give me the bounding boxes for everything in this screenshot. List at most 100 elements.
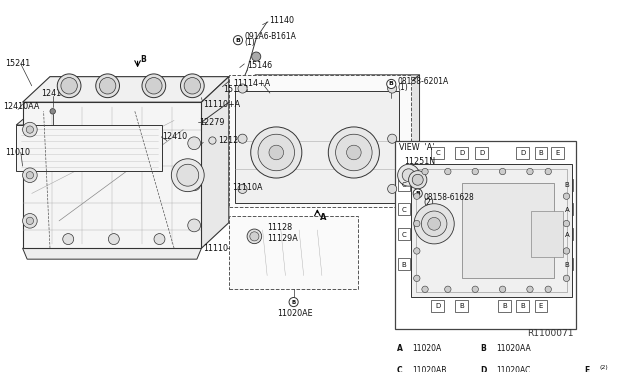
Circle shape: [188, 219, 200, 232]
Circle shape: [99, 78, 116, 94]
Bar: [393, 360, 476, 372]
Circle shape: [50, 109, 56, 114]
Text: 11020AA: 11020AA: [496, 344, 531, 353]
Text: 11020AB: 11020AB: [412, 366, 447, 372]
Text: D: D: [459, 150, 464, 156]
Circle shape: [388, 185, 397, 193]
Text: 091A6-B161A: 091A6-B161A: [244, 32, 296, 41]
Bar: [476, 147, 488, 159]
Text: C: C: [435, 150, 440, 156]
Circle shape: [335, 134, 372, 171]
Circle shape: [563, 193, 570, 199]
Circle shape: [402, 169, 415, 182]
Circle shape: [22, 122, 37, 137]
Circle shape: [63, 234, 74, 244]
Bar: [431, 147, 444, 159]
Text: 11020AE: 11020AE: [277, 308, 313, 318]
Text: VIEW  'A': VIEW 'A': [399, 143, 434, 152]
Text: (2): (2): [599, 365, 608, 370]
Circle shape: [499, 169, 506, 175]
Bar: [551, 147, 564, 159]
Circle shape: [22, 214, 37, 228]
Circle shape: [387, 79, 396, 89]
Text: C: C: [401, 231, 406, 238]
Circle shape: [412, 174, 423, 185]
Bar: [416, 169, 568, 292]
Circle shape: [57, 74, 81, 97]
Text: B: B: [401, 262, 406, 267]
Circle shape: [258, 134, 294, 171]
Circle shape: [328, 127, 380, 178]
Text: C: C: [401, 182, 406, 188]
Text: 15241: 15241: [5, 60, 31, 68]
Polygon shape: [260, 230, 345, 276]
Circle shape: [26, 171, 33, 179]
Bar: [498, 300, 511, 312]
Text: 11114+A: 11114+A: [234, 80, 271, 89]
Circle shape: [545, 169, 552, 175]
Bar: [534, 300, 547, 312]
Circle shape: [527, 286, 533, 292]
Circle shape: [238, 84, 247, 93]
Circle shape: [563, 248, 570, 254]
Bar: [16, 125, 162, 171]
Circle shape: [146, 78, 162, 94]
Text: B: B: [564, 262, 570, 267]
Text: B: B: [415, 191, 420, 196]
Circle shape: [250, 232, 259, 241]
Circle shape: [413, 220, 420, 227]
Circle shape: [413, 189, 422, 198]
Text: 11128: 11128: [267, 223, 292, 232]
Text: R1100071: R1100071: [527, 328, 573, 337]
Bar: [397, 203, 410, 215]
Circle shape: [247, 229, 262, 244]
Text: 12279: 12279: [198, 118, 224, 127]
Text: B: B: [459, 303, 464, 309]
Circle shape: [238, 185, 247, 193]
Circle shape: [252, 52, 260, 61]
Circle shape: [96, 74, 120, 97]
Circle shape: [346, 145, 361, 160]
Circle shape: [472, 169, 479, 175]
Bar: [455, 147, 468, 159]
Text: C: C: [401, 207, 406, 213]
Circle shape: [422, 169, 428, 175]
Text: 11110+A: 11110+A: [204, 100, 241, 109]
Circle shape: [188, 137, 200, 150]
Bar: [393, 339, 410, 359]
Text: (1): (1): [397, 83, 408, 92]
Text: 11020AC: 11020AC: [496, 366, 531, 372]
Bar: [516, 300, 529, 312]
Text: A: A: [320, 213, 326, 222]
Polygon shape: [16, 111, 179, 125]
Circle shape: [397, 164, 420, 186]
Text: B: B: [236, 38, 241, 43]
Polygon shape: [399, 75, 420, 203]
Text: D: D: [479, 150, 484, 156]
Circle shape: [413, 275, 420, 282]
Bar: [393, 339, 476, 359]
Polygon shape: [162, 111, 179, 171]
Circle shape: [421, 211, 447, 237]
Bar: [229, 75, 412, 207]
Text: C: C: [397, 366, 403, 372]
Bar: [395, 141, 575, 328]
Text: A: A: [564, 207, 570, 213]
Bar: [561, 179, 573, 191]
Text: E: E: [555, 150, 559, 156]
Text: E: E: [539, 303, 543, 309]
Circle shape: [414, 204, 454, 244]
Circle shape: [142, 74, 166, 97]
Bar: [531, 211, 563, 257]
Text: 12410A: 12410A: [41, 89, 72, 97]
Circle shape: [472, 286, 479, 292]
Circle shape: [388, 134, 397, 143]
Text: 15148: 15148: [223, 85, 248, 94]
Polygon shape: [236, 75, 420, 91]
Polygon shape: [202, 77, 229, 248]
Text: 12410AA: 12410AA: [3, 102, 40, 111]
Circle shape: [289, 298, 298, 307]
Circle shape: [408, 171, 427, 189]
Bar: [534, 147, 547, 159]
Circle shape: [234, 36, 243, 45]
